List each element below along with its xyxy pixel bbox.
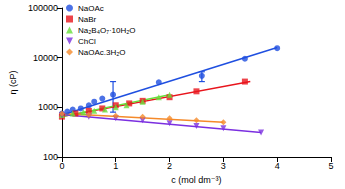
svg-text:ChCl: ChCl — [78, 37, 96, 46]
svg-text:NaOAc: NaOAc — [78, 4, 104, 13]
svg-text:NaOAc.3H₂O: NaOAc.3H₂O — [78, 48, 126, 57]
svg-text:η (cP): η (cP) — [8, 70, 18, 94]
svg-text:5: 5 — [328, 161, 333, 171]
svg-text:100: 100 — [43, 152, 58, 162]
svg-text:Na₂B₄O₇·10H₂O: Na₂B₄O₇·10H₂O — [78, 26, 136, 35]
svg-text:1: 1 — [113, 161, 118, 171]
svg-text:0: 0 — [59, 161, 64, 171]
svg-text:2: 2 — [167, 161, 172, 171]
svg-text:3: 3 — [221, 161, 226, 171]
svg-text:100000: 100000 — [28, 3, 58, 13]
svg-text:10000: 10000 — [33, 53, 58, 63]
svg-text:c (mol dm⁻³): c (mol dm⁻³) — [171, 175, 221, 185]
svg-text:1000: 1000 — [38, 102, 58, 112]
svg-text:4: 4 — [275, 161, 280, 171]
svg-text:NaBr: NaBr — [78, 15, 97, 24]
